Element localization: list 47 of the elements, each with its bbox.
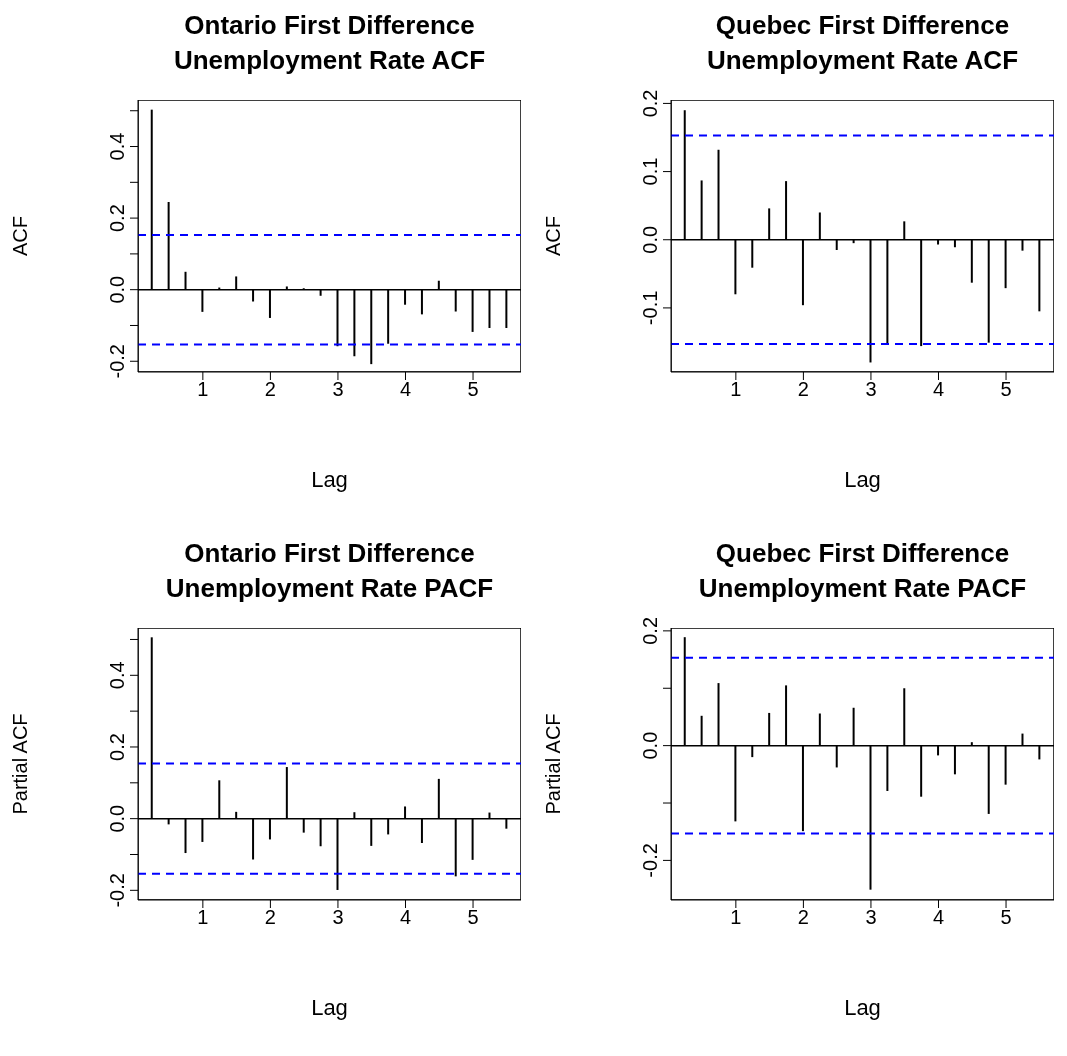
x-axis-title: Lag: [310, 995, 349, 1021]
x-tick-label: 5: [1000, 378, 1012, 401]
x-tick-label: 1: [730, 378, 742, 401]
x-tick-label: 1: [197, 378, 209, 401]
x-tick-label: 3: [865, 906, 877, 929]
chart-title: Quebec First Difference Unemployment Rate PACF: [697, 537, 1028, 605]
x-axis-title: Lag: [310, 467, 349, 493]
x-axis-title: Lag: [843, 995, 882, 1021]
y-tick-label: 0.2: [639, 616, 661, 645]
x-tick-label: 5: [467, 906, 479, 929]
x-tick-label: 2: [264, 906, 276, 929]
y-tick-label: 0.0: [106, 275, 128, 304]
x-tick-label: 5: [467, 378, 479, 401]
y-tick-label: 0.0: [106, 804, 128, 833]
y-axis-title: ACF: [9, 216, 32, 256]
y-tick-label: -0.2: [106, 873, 128, 908]
y-tick-label: 0.4: [106, 132, 128, 161]
x-tick-label: 2: [797, 906, 809, 929]
y-tick-label: -0.2: [106, 344, 128, 379]
y-tick-label: -0.2: [639, 843, 661, 878]
x-tick-label: 4: [932, 378, 945, 401]
x-tick-label: 1: [197, 906, 209, 929]
y-tick-label: -0.1: [639, 290, 661, 326]
y-tick-label: 0.0: [639, 731, 661, 760]
x-tick-label: 4: [932, 906, 945, 929]
chart-title: Ontario First Difference Unemployment Rate ACF: [172, 9, 487, 77]
x-tick-label: 2: [797, 378, 809, 401]
x-axis-title: Lag: [843, 467, 882, 493]
x-tick-label: 3: [332, 906, 344, 929]
y-tick-label: 0.2: [639, 89, 661, 118]
y-axis-title: ACF: [542, 216, 565, 256]
y-tick-label: 0.0: [639, 225, 661, 254]
y-axis-title: Partial ACF: [9, 713, 32, 815]
x-tick-label: 1: [730, 906, 742, 929]
x-tick-label: 2: [264, 378, 276, 401]
chart-title: Quebec First Difference Unemployment Rate ACF: [705, 9, 1020, 77]
y-axis-title: Partial ACF: [542, 713, 565, 815]
y-tick-label: 0.1: [639, 157, 661, 186]
chart-title: Ontario First Difference Unemployment Rate PACF: [164, 537, 495, 605]
y-tick-label: 0.2: [106, 204, 128, 233]
x-tick-label: 3: [332, 378, 344, 401]
x-tick-label: 4: [399, 378, 412, 401]
x-tick-label: 3: [865, 378, 877, 401]
x-tick-label: 5: [1000, 906, 1012, 929]
y-tick-label: 0.2: [106, 733, 128, 761]
x-tick-label: 4: [399, 906, 412, 929]
y-tick-label: 0.4: [106, 661, 128, 690]
